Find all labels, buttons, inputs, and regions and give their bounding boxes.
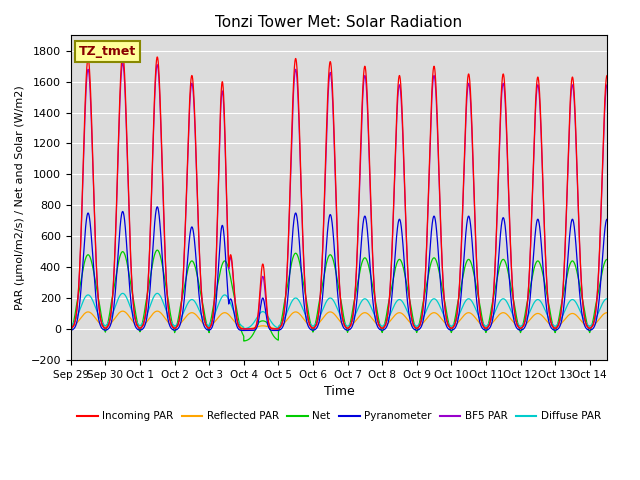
Diffuse PAR bbox=[412, 322, 419, 328]
Pyranometer bbox=[391, 252, 399, 258]
Incoming PAR bbox=[568, 74, 576, 80]
Reflected PAR bbox=[568, 311, 576, 316]
BF5 PAR bbox=[391, 160, 399, 166]
BF5 PAR bbox=[568, 82, 576, 88]
Pyranometer bbox=[451, 325, 459, 331]
Reflected PAR bbox=[412, 324, 419, 330]
Reflected PAR bbox=[240, 326, 248, 332]
Line: Reflected PAR: Reflected PAR bbox=[71, 311, 607, 329]
Diffuse PAR bbox=[240, 326, 248, 332]
Diffuse PAR bbox=[603, 296, 611, 301]
Pyranometer bbox=[568, 216, 576, 222]
Pyranometer bbox=[240, 327, 248, 333]
Incoming PAR bbox=[321, 193, 328, 199]
Net bbox=[200, 311, 208, 316]
Diffuse PAR bbox=[67, 323, 75, 329]
Line: Net: Net bbox=[71, 250, 607, 341]
Reflected PAR bbox=[154, 308, 161, 314]
Net bbox=[451, 317, 459, 323]
Incoming PAR bbox=[391, 154, 399, 160]
Incoming PAR bbox=[200, 317, 208, 323]
Diffuse PAR bbox=[391, 301, 399, 307]
Net bbox=[240, 338, 248, 344]
Line: Incoming PAR: Incoming PAR bbox=[71, 54, 607, 329]
Incoming PAR bbox=[603, 72, 611, 78]
Diffuse PAR bbox=[154, 290, 161, 296]
Pyranometer bbox=[321, 270, 328, 276]
Diffuse PAR bbox=[200, 318, 208, 324]
Diffuse PAR bbox=[321, 303, 328, 309]
BF5 PAR bbox=[412, 324, 419, 330]
Reflected PAR bbox=[603, 310, 611, 315]
Incoming PAR bbox=[451, 321, 459, 327]
BF5 PAR bbox=[321, 199, 328, 204]
Reflected PAR bbox=[451, 323, 459, 328]
Incoming PAR bbox=[412, 324, 419, 330]
Reflected PAR bbox=[391, 312, 399, 318]
Net bbox=[568, 258, 576, 264]
BF5 PAR bbox=[603, 82, 611, 88]
Reflected PAR bbox=[67, 324, 75, 330]
Text: TZ_tmet: TZ_tmet bbox=[79, 45, 136, 58]
Line: Pyranometer: Pyranometer bbox=[71, 207, 607, 330]
Net bbox=[603, 256, 611, 262]
BF5 PAR bbox=[451, 322, 459, 327]
Reflected PAR bbox=[200, 322, 208, 327]
Incoming PAR bbox=[119, 51, 127, 57]
BF5 PAR bbox=[240, 326, 248, 332]
BF5 PAR bbox=[119, 60, 127, 66]
X-axis label: Time: Time bbox=[323, 385, 355, 398]
Diffuse PAR bbox=[451, 320, 459, 326]
Pyranometer bbox=[603, 216, 611, 222]
Pyranometer bbox=[200, 324, 208, 330]
Net bbox=[412, 324, 419, 330]
Net bbox=[321, 270, 328, 276]
Legend: Incoming PAR, Reflected PAR, Net, Pyranometer, BF5 PAR, Diffuse PAR: Incoming PAR, Reflected PAR, Net, Pyrano… bbox=[73, 407, 605, 426]
Incoming PAR bbox=[67, 325, 75, 331]
BF5 PAR bbox=[67, 325, 75, 331]
Pyranometer bbox=[412, 327, 419, 333]
BF5 PAR bbox=[200, 317, 208, 323]
Y-axis label: PAR (μmol/m2/s) / Net and Solar (W/m2): PAR (μmol/m2/s) / Net and Solar (W/m2) bbox=[15, 85, 25, 310]
Incoming PAR bbox=[240, 326, 248, 332]
Net bbox=[67, 329, 75, 335]
Pyranometer bbox=[154, 204, 161, 210]
Pyranometer bbox=[67, 327, 75, 333]
Diffuse PAR bbox=[568, 297, 576, 302]
Net bbox=[391, 266, 399, 272]
Reflected PAR bbox=[321, 313, 328, 319]
Net bbox=[154, 247, 161, 253]
Line: Diffuse PAR: Diffuse PAR bbox=[71, 293, 607, 329]
Title: Tonzi Tower Met: Solar Radiation: Tonzi Tower Met: Solar Radiation bbox=[215, 15, 463, 30]
Line: BF5 PAR: BF5 PAR bbox=[71, 63, 607, 329]
